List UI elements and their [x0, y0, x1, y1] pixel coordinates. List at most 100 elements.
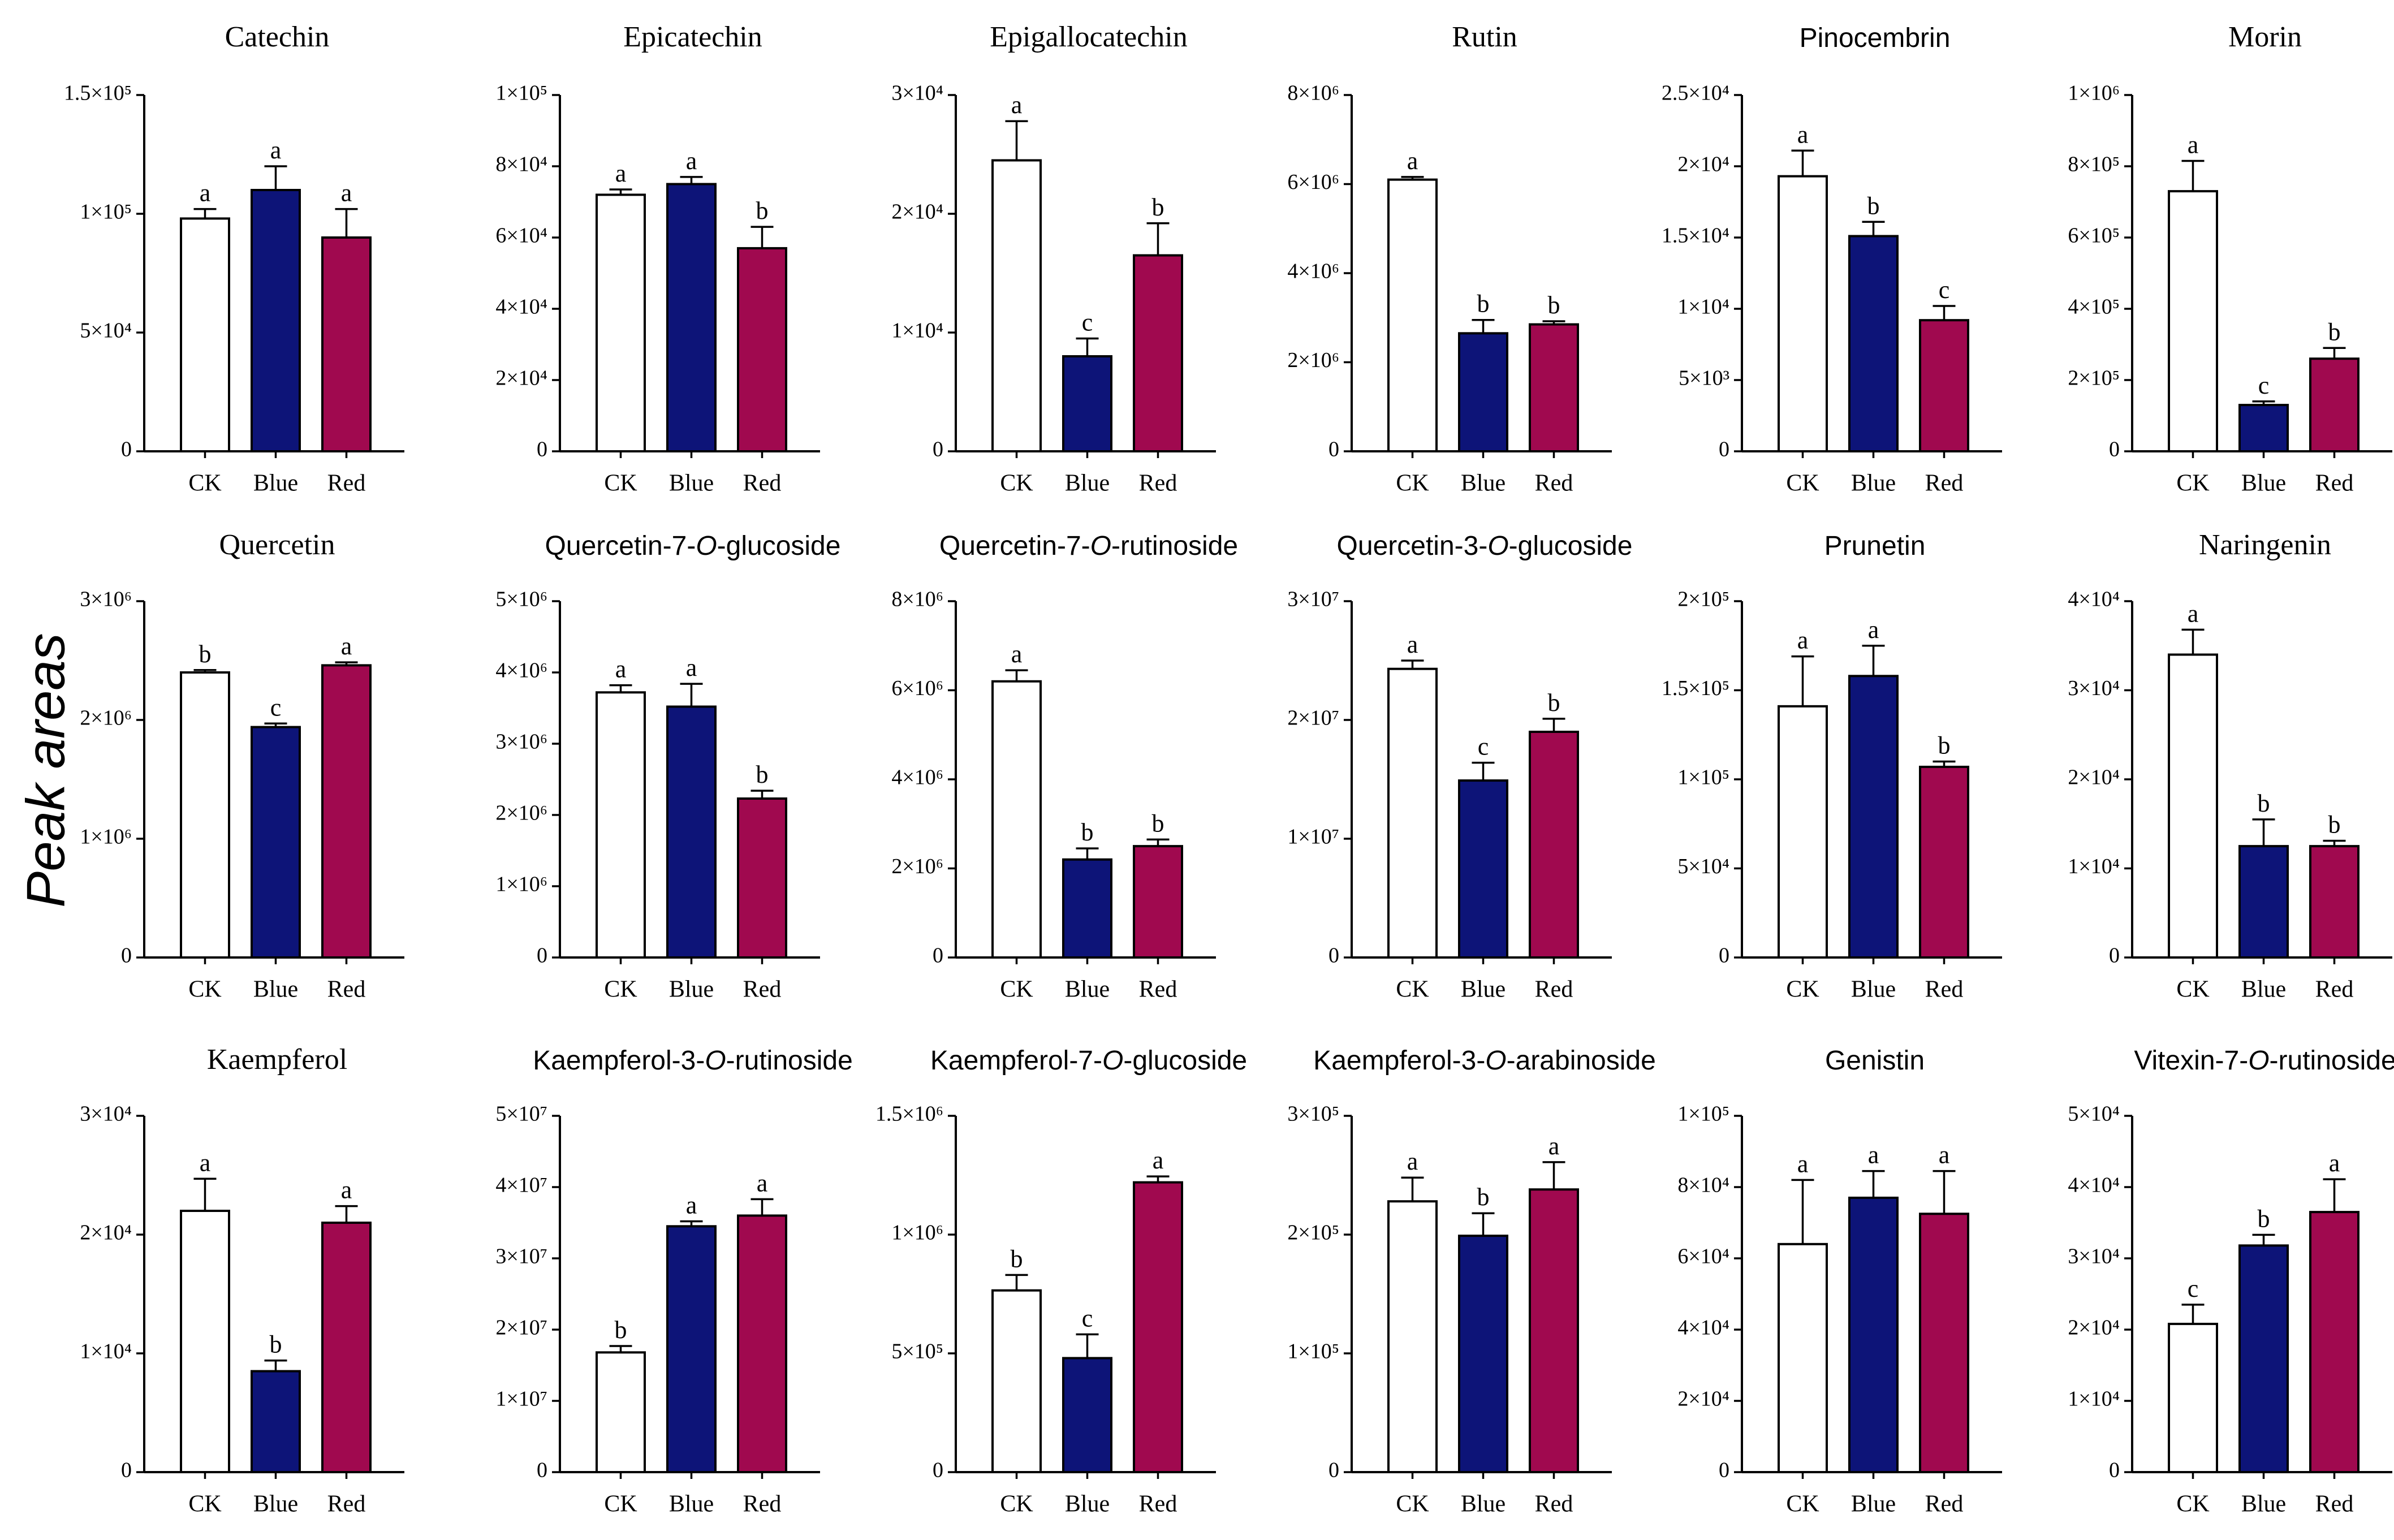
y-tick-label: 2×10⁷	[495, 1316, 547, 1340]
bar-blue	[666, 705, 717, 959]
bar-ck	[1387, 178, 1438, 452]
significance-letter: b	[199, 640, 212, 668]
significance-letter: b	[2328, 318, 2341, 346]
y-tick-label: 0	[933, 1459, 943, 1482]
y-tick-label: 6×10⁴	[1677, 1245, 1729, 1269]
y-tick-label: 3×10⁴	[891, 81, 943, 105]
y-tick-label: 1.5×10⁵	[1662, 676, 1729, 700]
bar-ck	[1778, 1243, 1828, 1474]
significance-letter: a	[1407, 1148, 1418, 1175]
panel-title: Genistin	[1825, 1046, 1925, 1076]
bar-red	[1919, 319, 1969, 452]
x-tick-label: Red	[1925, 977, 1964, 1003]
y-tick-label: 2×10⁴	[80, 1221, 132, 1245]
y-tick-label: 0	[1719, 1459, 1729, 1482]
x-tick-label: Red	[2315, 1491, 2354, 1517]
y-tick-label: 4×10⁴	[2068, 588, 2120, 611]
y-tick-label: 2×10⁶	[80, 706, 132, 730]
y-tick-label: 3×10⁴	[2068, 676, 2120, 700]
y-tick-label: 8×10⁶	[1287, 81, 1339, 105]
bar-red	[737, 797, 787, 959]
panel-catechin: Catechin 0 5×10⁴ 1×10⁵ 1.5×10⁵ a CK a Blue a Red	[64, 21, 404, 497]
x-tick-label: Red	[327, 471, 366, 497]
y-tick-label: 5×10⁴	[2068, 1102, 2120, 1126]
bar-blue	[1848, 235, 1899, 452]
bar-ck	[2168, 190, 2218, 452]
y-tick-label: 0	[2109, 438, 2120, 461]
x-tick-label: Blue	[1461, 977, 1506, 1003]
y-tick-label: 4×10⁶	[1287, 260, 1339, 283]
bar-ck	[991, 1289, 1042, 1473]
panel-title: Quercetin	[219, 529, 335, 561]
panel-title: Prunetin	[1824, 531, 1926, 561]
panel-epigallocatechin: Epigallocatechin 0 1×10⁴ 2×10⁴ 3×10⁴ a CK c Blue…	[891, 21, 1216, 497]
panel-title: Quercetin-3-O-glucoside	[1337, 531, 1633, 561]
panel-kaempferol-7-o-glucoside: Kaempferol-7-O-glucoside 0 5×10⁵ 1×10⁶ 1.5×1…	[875, 1046, 1247, 1517]
bar-blue	[666, 1225, 717, 1474]
panel-quercetin: Quercetin 0 1×10⁶ 2×10⁶ 3×10⁶ b CK c Blue a Red	[80, 529, 404, 1003]
x-tick-label: Blue	[1461, 1491, 1506, 1517]
bar-ck	[596, 193, 646, 452]
panel-kaempferol-3-o-arabinoside: Kaempferol-3-O-arabinoside 0 1×10⁵ 2×10⁵ 3×1…	[1287, 1046, 1656, 1517]
bar-blue	[1458, 1235, 1508, 1474]
y-tick-label: 0	[1719, 438, 1729, 461]
bar-blue	[251, 1370, 301, 1473]
panel-epicatechin: Epicatechin 0 2×10⁴ 4×10⁴ 6×10⁴ 8×10⁴ 1×10⁵ a CK…	[495, 21, 820, 497]
bar-red	[321, 236, 372, 452]
bar-red	[737, 247, 787, 452]
x-tick-label: Blue	[1851, 1491, 1896, 1517]
x-tick-label: CK	[604, 471, 637, 497]
y-tick-label: 2×10⁶	[1287, 348, 1339, 372]
panel-title: Kaempferol-3-O-arabinoside	[1313, 1046, 1656, 1076]
significance-letter: a	[615, 159, 627, 187]
significance-letter: c	[2258, 372, 2270, 399]
x-tick-label: Blue	[1065, 1491, 1110, 1517]
significance-letter: a	[2188, 599, 2199, 627]
y-tick-label: 1×10⁵	[80, 200, 132, 224]
significance-letter: a	[1797, 120, 1809, 148]
x-tick-label: CK	[2176, 977, 2209, 1003]
x-tick-label: Red	[327, 1491, 366, 1517]
significance-letter: c	[1478, 733, 1489, 761]
x-tick-label: Red	[1535, 471, 1573, 497]
significance-letter: b	[756, 761, 769, 788]
y-tick-label: 3×10⁶	[495, 730, 547, 754]
x-tick-label: Red	[1535, 1491, 1573, 1517]
significance-letter: b	[1152, 193, 1164, 221]
y-tick-label: 2×10⁶	[891, 855, 943, 878]
x-tick-label: CK	[1786, 977, 1819, 1003]
y-tick-label: 0	[1328, 438, 1339, 461]
x-tick-label: CK	[1786, 1491, 1819, 1517]
bar-blue	[1062, 1357, 1112, 1473]
x-tick-label: Blue	[2241, 471, 2286, 497]
significance-letter: a	[341, 179, 352, 207]
bar-ck	[991, 680, 1042, 959]
x-tick-label: CK	[188, 977, 221, 1003]
significance-letter: a	[686, 147, 697, 175]
y-tick-label: 1×10⁶	[495, 873, 547, 896]
bar-ck	[180, 1210, 230, 1473]
significance-letter: a	[270, 136, 282, 164]
y-tick-label: 1×10⁴	[2068, 855, 2120, 878]
y-tick-label: 1×10⁶	[80, 825, 132, 849]
y-tick-label: 1×10⁷	[1287, 825, 1339, 849]
panel-title: Catechin	[225, 21, 330, 53]
y-tick-label: 1×10⁵	[495, 81, 547, 105]
y-tick-label: 6×10⁴	[495, 224, 547, 248]
y-tick-label: 3×10⁷	[495, 1245, 547, 1269]
bar-red	[2309, 845, 2360, 959]
x-tick-label: Blue	[1065, 977, 1110, 1003]
x-tick-label: CK	[188, 1491, 221, 1517]
bar-red	[1529, 1188, 1579, 1473]
bar-red	[737, 1214, 787, 1473]
x-tick-label: CK	[2176, 471, 2209, 497]
panel-title: Pinocembrin	[1800, 23, 1951, 53]
y-tick-label: 4×10⁴	[2068, 1174, 2120, 1197]
significance-letter: a	[1868, 1141, 1879, 1169]
x-tick-label: Red	[1925, 1491, 1964, 1517]
significance-letter: b	[615, 1316, 627, 1344]
x-tick-label: Blue	[253, 977, 298, 1003]
bar-blue	[1062, 355, 1112, 452]
panel-quercetin-7-o-rutinoside: Quercetin-7-O-rutinoside 0 2×10⁶ 4×10⁶ 6×10⁶…	[891, 531, 1238, 1003]
